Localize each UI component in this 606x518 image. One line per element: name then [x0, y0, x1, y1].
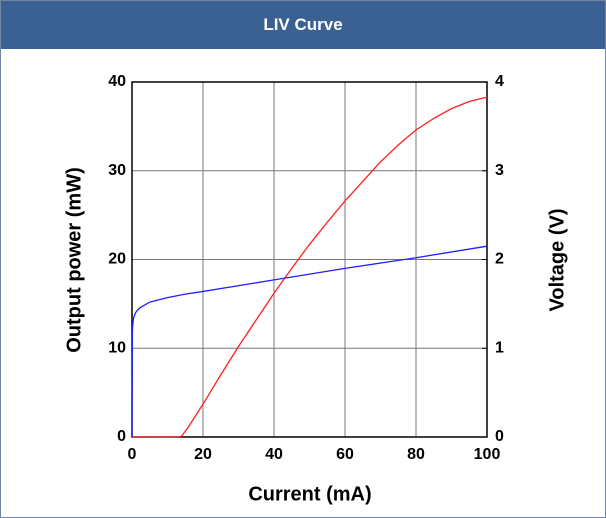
y2-axis-title: Voltage (V) [546, 209, 568, 312]
x-tick-label: 40 [265, 446, 283, 463]
y-axis-title: Output power (mW) [63, 167, 85, 353]
y2-tick-label: 0 [495, 428, 504, 445]
x-tick-label: 20 [194, 446, 212, 463]
plot-frame [131, 81, 488, 438]
y-tick-label: 10 [108, 339, 126, 356]
x-tick-label: 60 [336, 446, 354, 463]
y-tick-label: 0 [117, 428, 126, 445]
panel-title: LIV Curve [1, 1, 605, 49]
x-tick-label: 0 [128, 446, 137, 463]
y-tick-label: 20 [108, 251, 126, 268]
y2-tick-label: 1 [495, 339, 504, 356]
x-axis-title: Current (mA) [248, 483, 371, 505]
series-line [132, 96, 488, 438]
y2-tick-label: 3 [495, 162, 504, 179]
x-tick-label: 100 [474, 446, 501, 463]
x-tick-label: 80 [407, 446, 425, 463]
series-line [131, 245, 488, 438]
y-tick-label: 40 [108, 73, 126, 90]
y-tick-label: 30 [108, 162, 126, 179]
y2-tick-label: 4 [495, 73, 504, 90]
y2-tick-label: 2 [495, 251, 504, 268]
